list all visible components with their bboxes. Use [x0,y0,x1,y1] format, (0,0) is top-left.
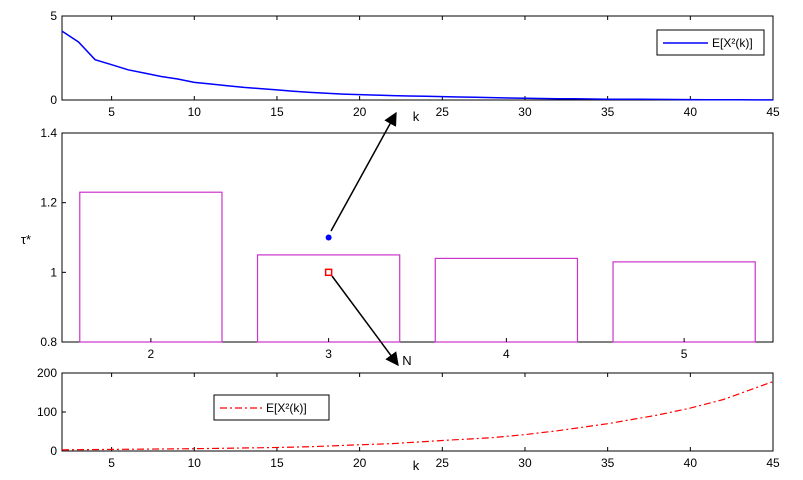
bottom-xtick-label: 40 [684,456,698,470]
top-xtick-label: 15 [270,105,284,119]
top-legend: E[X²(k)] [656,29,765,56]
top-xtick-label: 10 [188,105,202,119]
bottom-chart: 5 10 15 20 25 30 35 40 45 0 100 200 k E[X²(k)] [37,366,780,473]
middle-points [324,234,333,277]
bottom-legend-box [213,394,330,421]
top-xtick-label: 25 [436,105,450,119]
top-plot-area [61,15,774,101]
top-xtick-label: 30 [518,105,532,119]
middle-ylabel: τ* [21,232,31,247]
middle-chart: 2 3 4 5 0.8 1 1.2 1.4 τ* N [21,126,774,368]
middle-xtick-label: 2 [148,347,155,361]
bottom-xtick-label: 5 [108,456,115,470]
middle-xtick-label: 4 [503,347,510,361]
bottom-xtick-label: 20 [353,456,367,470]
bottom-series-line [61,381,774,451]
top-chart: 5 10 15 20 25 30 35 40 45 0 5 k E[X²(k)] [50,9,780,124]
arrow-red-to-bottom [331,275,399,367]
middle-ytick-label: 1.2 [40,196,57,210]
top-legend-label: E[X²(k)] [712,36,753,50]
bottom-xlabel: k [413,458,420,473]
bottom-plot-area [61,372,774,452]
top-xtick-label: 5 [108,105,115,119]
bottom-xtick-label: 25 [436,456,450,470]
bottom-xtick-label: 30 [518,456,532,470]
middle-xtick-label: 5 [681,347,688,361]
middle-ytick-label: 1.4 [40,126,57,140]
point-blue-dot [325,234,332,241]
bottom-xtick-label: 15 [270,456,284,470]
top-ytick-label: 0 [50,93,57,107]
top-xtick-label: 45 [766,105,780,119]
bottom-ticks: 5 10 15 20 25 30 35 40 45 0 100 200 [37,366,780,470]
bottom-xtick-label: 45 [766,456,780,470]
middle-ytick-label: 0.8 [40,335,57,349]
middle-xlabel: N [402,353,411,368]
point-red-square [324,268,333,277]
top-ytick-label: 5 [50,9,57,23]
top-xtick-label: 20 [353,105,367,119]
middle-xtick-label: 3 [325,347,332,361]
bottom-ytick-label: 200 [37,366,57,380]
top-xlabel: k [413,109,420,124]
bottom-legend-label: E[X²(k)] [266,401,307,415]
top-xtick-label: 40 [684,105,698,119]
bottom-ytick-label: 100 [37,405,57,419]
top-series-line [61,30,773,101]
arrow-blue-to-top [330,111,397,232]
middle-ytick-label: 1 [50,265,57,279]
top-legend-box [656,29,765,56]
bottom-ytick-label: 0 [50,444,57,458]
annotation-arrows [330,111,399,367]
bottom-xtick-label: 10 [188,456,202,470]
middle-ticks: 2 3 4 5 0.8 1 1.2 1.4 [40,126,687,361]
bottom-xtick-label: 35 [601,456,615,470]
top-xtick-label: 35 [601,105,615,119]
top-ticks: 5 10 15 20 25 30 35 40 45 0 5 [50,9,780,119]
middle-plot-area [61,132,774,343]
bottom-legend: E[X²(k)] [213,394,330,421]
